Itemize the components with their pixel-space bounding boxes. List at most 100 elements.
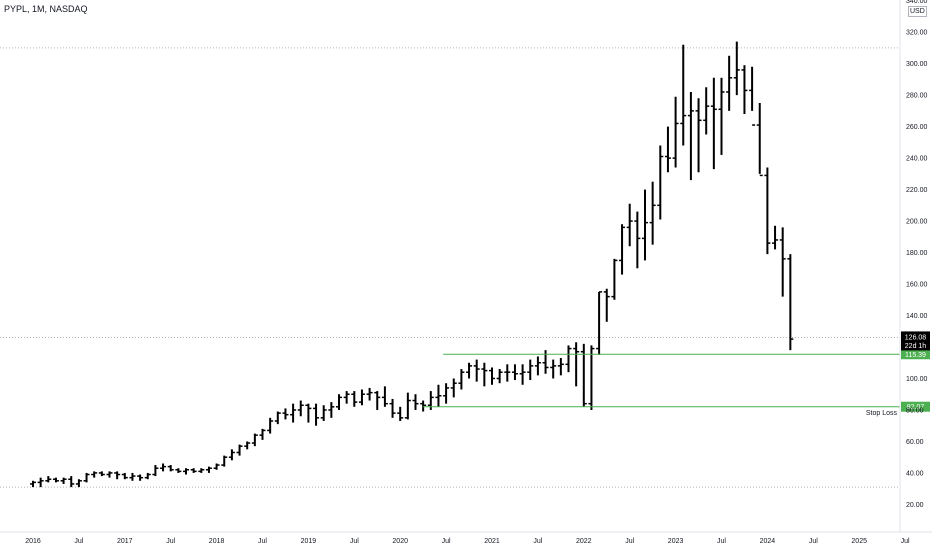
ohlc-bar <box>374 391 381 410</box>
ohlc-bar <box>756 102 763 177</box>
y-tick-label: 340.00 <box>906 0 928 5</box>
ohlc-bar <box>221 455 228 467</box>
ohlc-bar <box>30 480 36 488</box>
level-note: Stop Loss <box>866 410 898 417</box>
ohlc-bar <box>481 362 488 387</box>
y-tick-label: 320.00 <box>906 30 928 37</box>
ohlc-bar <box>626 203 633 247</box>
ohlc-bar <box>175 468 182 473</box>
ohlc-bar <box>274 411 281 425</box>
ohlc-bar <box>213 463 220 470</box>
ohlc-bar <box>634 211 641 269</box>
ohlc-bar <box>741 65 748 115</box>
ohlc-bar <box>420 400 427 412</box>
ohlc-bar <box>703 87 710 135</box>
ohlc-bar <box>657 145 664 220</box>
ohlc-bar <box>450 378 457 398</box>
ohlc-bar <box>664 126 671 173</box>
ohlc-bar <box>98 471 105 477</box>
ohlc-bar <box>397 406 404 421</box>
x-tick-label: 2022 <box>576 538 592 545</box>
ohlc-bar <box>137 474 144 481</box>
ohlc-bar <box>733 41 740 96</box>
ohlc-bar <box>60 477 67 484</box>
ohlc-bar <box>244 441 251 450</box>
x-tick-label: 2017 <box>117 538 133 545</box>
ohlc-bar <box>121 472 128 480</box>
ohlc-bar <box>412 394 419 410</box>
level-tag-label: 115.39 <box>905 352 926 359</box>
y-tick-label: 220.00 <box>906 187 928 194</box>
ohlc-bar <box>160 463 167 472</box>
ohlc-bar <box>710 77 717 170</box>
y-tick-label: 240.00 <box>906 156 928 163</box>
ohlc-bar <box>52 477 59 483</box>
y-tick-label: 20.00 <box>906 502 924 509</box>
ohlc-bar <box>649 181 656 245</box>
ohlc-bar <box>75 479 82 488</box>
y-tick-label: 100.00 <box>906 376 928 383</box>
y-tick-label: 280.00 <box>906 93 928 100</box>
ohlc-bar <box>519 364 526 385</box>
levels-layer: 115.39 82.07 Stop Loss <box>423 349 930 417</box>
x-tick-label: Jul <box>258 538 267 545</box>
ohlc-bar <box>336 394 342 410</box>
ohlc-bar <box>358 389 365 406</box>
y-tick-label: 40.00 <box>906 470 924 477</box>
chart-title: PYPL, 1M, NASDAQ <box>4 4 88 14</box>
ohlc-bar <box>496 369 503 384</box>
ohlc-bar <box>527 359 534 381</box>
last-price-label: 126.08 <box>905 334 927 341</box>
x-tick-label: 2025 <box>851 538 867 545</box>
ohlc-bar <box>695 98 702 173</box>
ohlc-bar <box>328 402 335 418</box>
ohlc-bar <box>458 369 465 390</box>
x-tick-label: Jul <box>717 538 726 545</box>
ohlc-bar <box>511 364 518 381</box>
ohlc-bar <box>404 392 411 420</box>
ohlc-bar <box>603 288 610 322</box>
x-tick-label: Jul <box>350 538 359 545</box>
ohlc-bar <box>45 476 52 483</box>
level-tag-label: 82.07 <box>907 404 925 411</box>
ohlc-bar <box>435 384 442 407</box>
ohlc-bar <box>680 44 687 146</box>
ohlc-bar <box>565 345 572 373</box>
ohlc-bar <box>190 468 197 473</box>
y-tick-label: 80.00 <box>906 407 924 414</box>
ohlc-bar <box>779 227 786 297</box>
ohlc-bar <box>313 403 320 426</box>
ohlc-bar <box>129 472 136 481</box>
ohlc-bar <box>504 364 511 382</box>
ohlc-bar <box>114 471 121 480</box>
y-tick-label: 160.00 <box>906 282 928 289</box>
ohlc-bar <box>183 468 189 475</box>
ohlc-bar <box>351 391 358 407</box>
ohlc-bar <box>198 468 205 473</box>
x-tick-label: 2019 <box>301 538 317 545</box>
ohlc-bar <box>366 387 373 401</box>
ohlc-bar <box>787 254 794 351</box>
y-tick-label: 180.00 <box>906 250 928 257</box>
ohlc-bar <box>642 189 648 261</box>
last-price-tag <box>901 331 930 351</box>
grid-layer <box>0 47 900 488</box>
ohlc-bar <box>573 342 580 387</box>
x-tick-label: 2023 <box>668 538 684 545</box>
y-tick-label: 60.00 <box>906 439 924 446</box>
ohlc-bar <box>282 408 289 420</box>
ohlc-bar <box>106 471 113 478</box>
ohlc-bar <box>534 356 541 376</box>
ohlc-bar <box>596 291 603 355</box>
ohlc-bar <box>466 362 473 379</box>
y-tick-label: 140.00 <box>906 313 928 320</box>
x-tick-label: Jul <box>533 538 542 545</box>
ohlc-bar <box>588 345 595 410</box>
ohlc-bar <box>320 405 327 421</box>
ohlc-bar <box>297 400 304 417</box>
x-tick-label: Jul <box>901 538 910 545</box>
ohlc-bar <box>726 55 733 111</box>
x-tick-label: 2020 <box>392 538 408 545</box>
